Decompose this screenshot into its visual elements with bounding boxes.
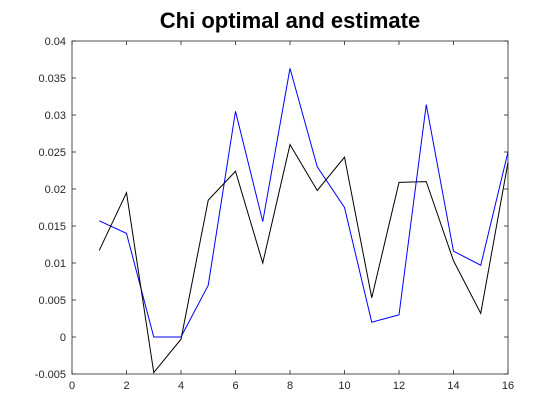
x-tick-label: 8 bbox=[287, 380, 293, 392]
y-tick-label: 0.04 bbox=[45, 36, 66, 48]
x-tick-label: 16 bbox=[502, 380, 514, 392]
y-tick-label: 0.01 bbox=[45, 258, 66, 270]
x-tick-label: 10 bbox=[338, 380, 350, 392]
y-tick-label: 0.03 bbox=[45, 110, 66, 122]
series-layer bbox=[98, 68, 509, 374]
x-tick-label: 4 bbox=[178, 380, 184, 392]
y-axis-ticks: -0.005 0 0.005 0.01 0.015 0.02 0.025 0.03 0.035 0… bbox=[35, 36, 508, 381]
x-tick-label: 14 bbox=[447, 380, 459, 392]
series-line-1 bbox=[99, 68, 509, 338]
x-tick-label: 6 bbox=[232, 380, 238, 392]
x-tick-label: 2 bbox=[123, 380, 129, 392]
x-tick-label: 12 bbox=[393, 380, 405, 392]
y-tick-label: -0.005 bbox=[35, 369, 66, 381]
x-tick-label: 0 bbox=[69, 380, 75, 392]
y-tick-label: 0.035 bbox=[38, 73, 66, 85]
chart-title: Chi optimal and estimate bbox=[160, 8, 420, 33]
series-line-2 bbox=[98, 143, 509, 374]
y-tick-label: 0.025 bbox=[38, 147, 66, 159]
y-tick-label: 0.02 bbox=[45, 184, 66, 196]
x-axis-ticks: 0 2 4 6 8 10 12 14 16 bbox=[69, 41, 514, 392]
y-tick-label: 0.015 bbox=[38, 221, 66, 233]
axes-box bbox=[71, 40, 509, 375]
y-tick-label: 0.005 bbox=[38, 295, 66, 307]
y-tick-label: 0 bbox=[60, 332, 66, 344]
